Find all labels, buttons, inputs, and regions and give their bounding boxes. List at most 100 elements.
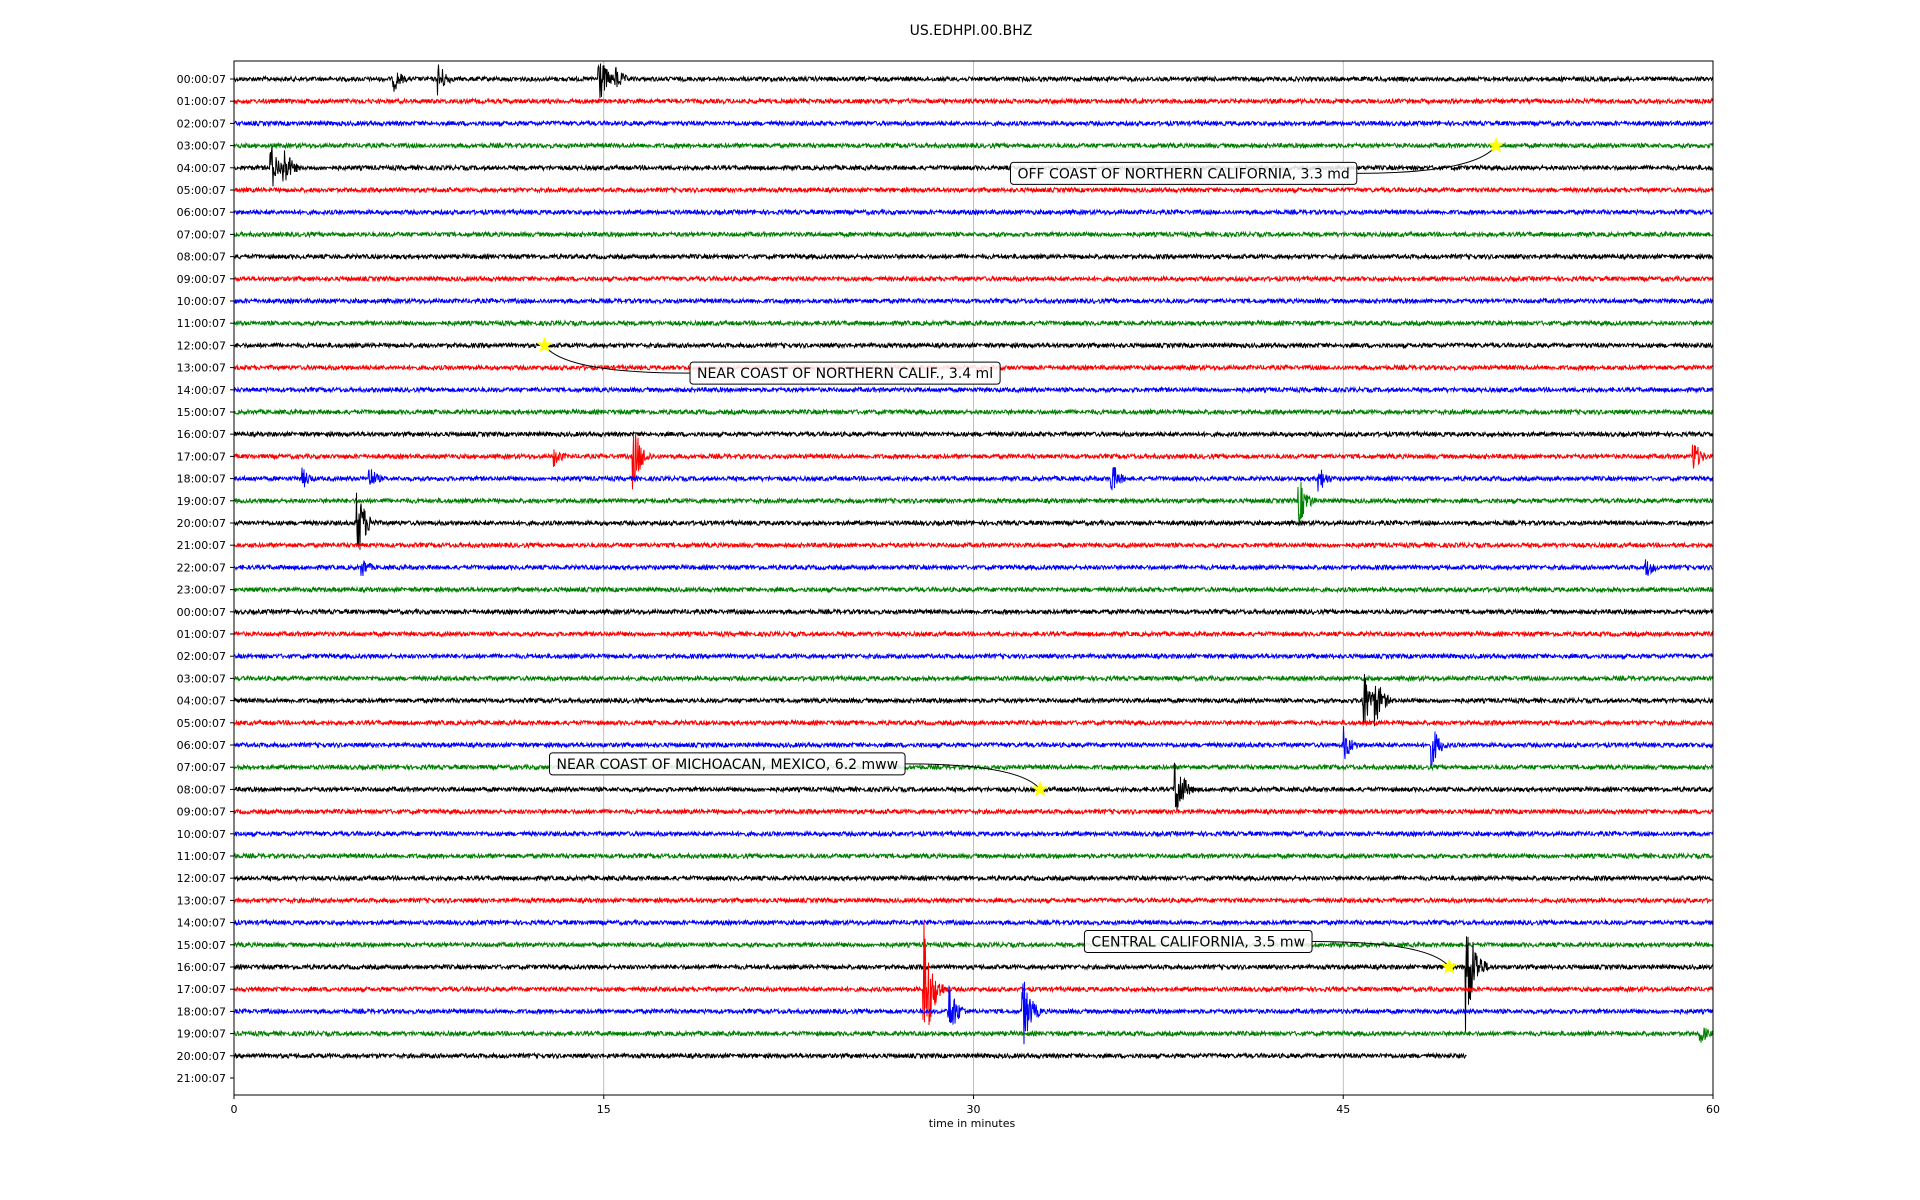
y-tick-label: 00:00:07 <box>177 73 226 86</box>
y-tick-label: 11:00:07 <box>177 317 226 330</box>
x-axis-label: time in minutes <box>929 1117 1016 1130</box>
trace-37 <box>233 896 1714 905</box>
trace-24 <box>233 607 1714 616</box>
y-tick-label: 14:00:07 <box>177 917 226 930</box>
event-star-marker <box>1031 780 1049 797</box>
y-tick-label: 04:00:07 <box>177 695 226 708</box>
annotation-label: OFF COAST OF NORTHERN CALIFORNIA, 3.3 md <box>1017 166 1349 182</box>
y-tick-label: 23:00:07 <box>177 584 226 597</box>
trace-9 <box>233 274 1714 283</box>
trace-14 <box>233 385 1714 394</box>
trace-22 <box>233 559 1714 577</box>
y-tick-label: 08:00:07 <box>177 783 226 796</box>
trace-21 <box>233 541 1714 550</box>
y-tick-label: 08:00:07 <box>177 251 226 264</box>
annotation-arrow <box>905 763 1041 790</box>
y-tick-label: 12:00:07 <box>177 339 226 352</box>
trace-16 <box>233 430 1714 439</box>
y-tick-label: 01:00:07 <box>177 95 226 108</box>
trace-34 <box>233 829 1714 838</box>
trace-11 <box>233 319 1714 328</box>
y-tick-label: 02:00:07 <box>177 650 226 663</box>
y-tick-label: 12:00:07 <box>177 872 226 885</box>
y-tick-label: 07:00:07 <box>177 761 226 774</box>
trace-28 <box>233 673 1714 727</box>
trace-10 <box>233 296 1714 306</box>
annotation-label: CENTRAL CALIFORNIA, 3.5 mw <box>1091 934 1305 950</box>
y-tick-label: 16:00:07 <box>177 428 226 441</box>
y-tick-label: 05:00:07 <box>177 184 226 197</box>
trace-31 <box>233 763 1714 772</box>
y-tick-label: 10:00:07 <box>177 828 226 841</box>
trace-32 <box>233 762 1714 812</box>
trace-26 <box>233 652 1714 661</box>
trace-36 <box>233 874 1714 883</box>
y-tick-label: 03:00:07 <box>177 140 226 153</box>
trace-7 <box>233 230 1714 239</box>
event-star-marker <box>1487 136 1505 153</box>
y-tick-label: 02:00:07 <box>177 117 226 130</box>
trace-17 <box>233 432 1714 490</box>
trace-43 <box>233 1027 1714 1043</box>
y-tick-label: 10:00:07 <box>177 295 226 308</box>
y-tick-label: 19:00:07 <box>177 495 226 508</box>
y-tick-label: 15:00:07 <box>177 406 226 419</box>
y-tick-label: 13:00:07 <box>177 362 226 375</box>
y-tick-label: 18:00:07 <box>177 473 226 486</box>
trace-29 <box>233 718 1714 727</box>
annotation-arrow <box>544 345 691 374</box>
trace-15 <box>233 407 1714 417</box>
y-tick-label: 19:00:07 <box>177 1028 226 1041</box>
y-tick-label: 04:00:07 <box>177 162 226 175</box>
trace-1 <box>233 97 1714 106</box>
x-tick-label: 0 <box>231 1103 238 1116</box>
y-tick-label: 16:00:07 <box>177 961 226 974</box>
trace-25 <box>233 629 1714 639</box>
y-tick-label: 09:00:07 <box>177 806 226 819</box>
y-tick-label: 07:00:07 <box>177 228 226 241</box>
y-tick-label: 18:00:07 <box>177 1005 226 1018</box>
trace-41 <box>233 920 1714 1026</box>
trace-40 <box>233 936 1714 1033</box>
y-tick-label: 06:00:07 <box>177 206 226 219</box>
trace-38 <box>233 918 1714 927</box>
trace-6 <box>233 208 1714 217</box>
y-tick-label: 01:00:07 <box>177 628 226 641</box>
trace-20 <box>233 492 1714 550</box>
chart-title: US.EDHPI.00.BHZ <box>910 23 1033 39</box>
event-annotation: NEAR COAST OF MICHOACAN, MEXICO, 6.2 mww <box>549 752 1049 797</box>
trace-5 <box>233 185 1714 195</box>
y-tick-label: 21:00:07 <box>177 1072 226 1085</box>
y-tick-labels: 00:00:07 01:00:07 02:00:07 03:00:07 04:00:07… <box>177 73 234 1085</box>
trace-44 <box>233 1051 1467 1060</box>
y-tick-label: 17:00:07 <box>177 450 226 463</box>
x-tick-label: 45 <box>1336 1103 1350 1116</box>
event-annotation: NEAR COAST OF NORTHERN CALIF., 3.4 ml <box>536 336 1001 385</box>
trace-0 <box>233 63 1714 99</box>
annotation-label: NEAR COAST OF MICHOACAN, MEXICO, 6.2 mww <box>557 757 899 773</box>
y-tick-label: 15:00:07 <box>177 939 226 952</box>
y-tick-label: 20:00:07 <box>177 517 226 530</box>
annotation-label: NEAR COAST OF NORTHERN CALIF., 3.4 ml <box>697 366 993 382</box>
y-tick-label: 17:00:07 <box>177 983 226 996</box>
trace-30 <box>233 726 1714 769</box>
trace-8 <box>233 252 1714 261</box>
trace-3 <box>233 141 1714 150</box>
y-tick-label: 00:00:07 <box>177 606 226 619</box>
trace-33 <box>233 807 1714 816</box>
y-tick-label: 21:00:07 <box>177 539 226 552</box>
event-annotation: OFF COAST OF NORTHERN CALIFORNIA, 3.3 md <box>1009 136 1505 185</box>
trace-12 <box>233 341 1714 350</box>
y-tick-label: 22:00:07 <box>177 561 226 574</box>
x-tick-labels: 0 15 30 45 60 <box>231 1095 1720 1116</box>
event-star-marker <box>1440 958 1458 975</box>
x-tick-label: 60 <box>1706 1103 1720 1116</box>
event-star-marker <box>536 336 553 353</box>
event-annotation: CENTRAL CALIFORNIA, 3.5 mw <box>1083 929 1458 975</box>
trace-27 <box>233 674 1714 683</box>
trace-19 <box>233 481 1714 525</box>
y-tick-label: 03:00:07 <box>177 672 226 685</box>
y-tick-label: 06:00:07 <box>177 739 226 752</box>
trace-4 <box>233 146 1714 187</box>
